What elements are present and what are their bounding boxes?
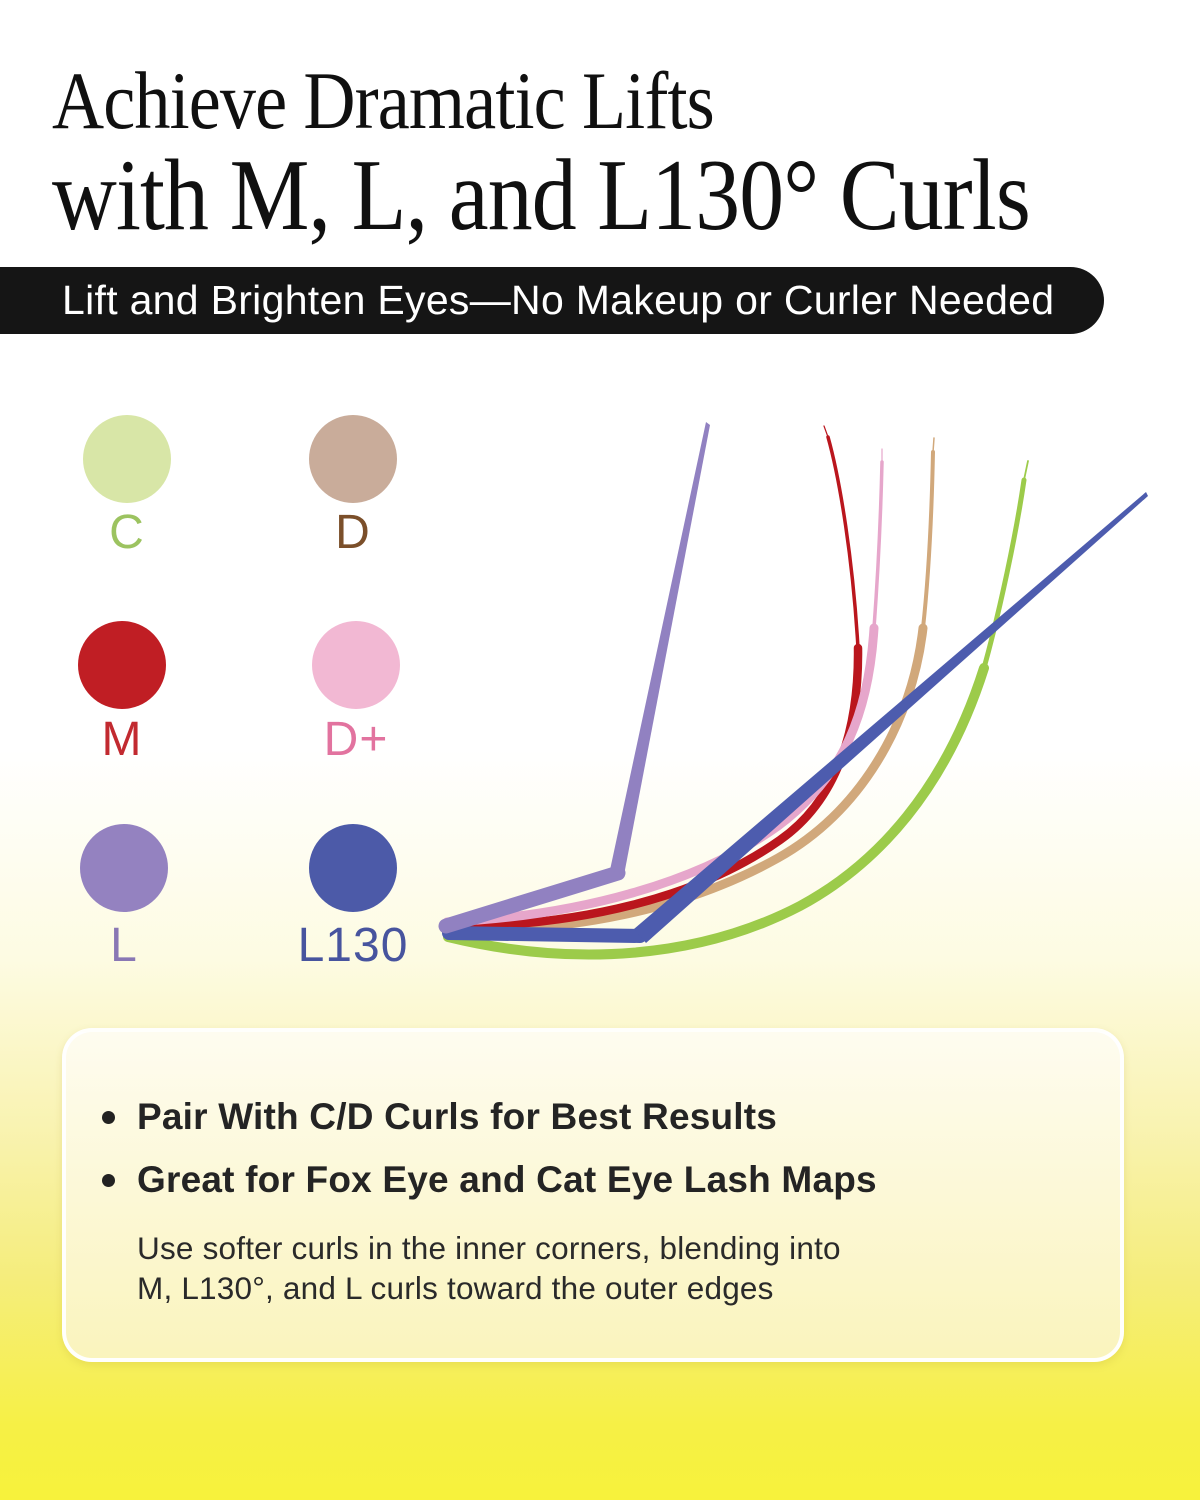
legend-label-d: D	[335, 506, 371, 559]
bullet-2-text: Great for Fox Eye and Cat Eye Lash Maps	[137, 1159, 877, 1200]
usage-note-line-2: M, L130°, and L curls toward the outer e…	[137, 1270, 774, 1306]
legend-label-c: C	[109, 506, 145, 559]
usage-note: Use softer curls in the inner corners, b…	[137, 1228, 841, 1308]
curve-l-taper	[610, 422, 710, 875]
legend-label-d-plus: D+	[323, 713, 389, 766]
usage-note-line-1: Use softer curls in the inner corners, b…	[137, 1230, 841, 1266]
page-title: Achieve Dramatic Lifts with M, L, and L1…	[52, 58, 1163, 248]
curve-l	[438, 422, 710, 934]
bullet-row-2: Great for Fox Eye and Cat Eye Lash Maps	[102, 1159, 877, 1201]
legend-label-m: M	[101, 713, 143, 766]
bullet-1-text: Pair With C/D Curls for Best Results	[137, 1096, 778, 1137]
curve-l130	[442, 492, 1148, 943]
legend-swatch-l130	[309, 824, 397, 912]
curve-d	[442, 437, 935, 935]
subtitle-banner-text: Lift and Brighten Eyes—No Makeup or Curl…	[62, 277, 1055, 323]
info-card: Pair With C/D Curls for Best Results Gre…	[62, 1028, 1124, 1362]
legend-swatch-c	[83, 415, 171, 503]
curve-c	[443, 460, 1029, 960]
bullet-dot-icon	[102, 1110, 115, 1124]
title-line-1: Achieve Dramatic Lifts	[52, 55, 715, 146]
curve-d-plus	[442, 448, 884, 927]
legend-swatch-m	[78, 621, 166, 709]
legend-swatch-d-plus	[312, 621, 400, 709]
bullet-dot-icon	[102, 1173, 115, 1187]
legend-swatch-l	[80, 824, 168, 912]
title-line-2: with M, L, and L130° Curls	[52, 139, 1031, 252]
bullet-row-1: Pair With C/D Curls for Best Results	[102, 1096, 777, 1138]
legend-label-l: L	[110, 919, 138, 972]
legend-label-l130: L130	[297, 919, 409, 972]
legend-swatch-d	[309, 415, 397, 503]
curve-m	[442, 425, 863, 932]
curve-l130-taper	[634, 492, 1148, 943]
subtitle-banner: Lift and Brighten Eyes—No Makeup or Curl…	[0, 267, 1104, 334]
